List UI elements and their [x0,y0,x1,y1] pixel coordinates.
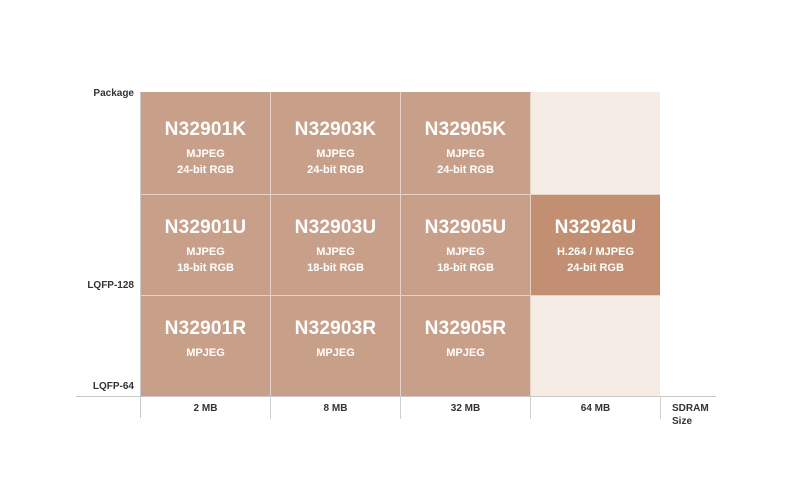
x-tick [270,397,271,419]
chip-features: MJPEG 18-bit RGB [141,244,270,276]
chip-cell-n32903k: N32903K MJPEG 24-bit RGB [271,92,401,195]
empty-cell [531,296,660,396]
chip-feature: MPJEG [186,347,225,359]
chip-name: N32903K [294,119,377,140]
chip-features: H.264 / MJPEG 24-bit RGB [531,244,660,276]
chip-name: N32903U [294,217,377,238]
chip-feature: 24-bit RGB [307,164,364,176]
x-axis-title-line1: SDRAM [672,403,709,414]
x-label-2mb: 2 MB [193,403,218,414]
chip-feature: MJPEG [446,246,485,258]
empty-cell [531,92,660,195]
chip-features: MJPEG 24-bit RGB [141,146,270,178]
chip-feature: MJPEG [316,148,355,160]
x-label-8mb: 8 MB [323,403,348,414]
x-axis-title: SDRAM Size [672,402,732,428]
x-tick [530,397,531,419]
chip-feature: 24-bit RGB [437,164,494,176]
chip-name: N32901U [164,217,247,238]
chip-feature: 18-bit RGB [307,262,364,274]
chip-feature: 18-bit RGB [437,262,494,274]
x-axis-title-line2: Size [672,416,693,427]
chip-cell-n32901k: N32901K MJPEG 24-bit RGB [141,92,271,195]
y-axis-line [140,92,141,418]
chip-cell-n32903u: N32903U MJPEG 18-bit RGB [271,195,401,296]
chip-cell-n32901u: N32901U MJPEG 18-bit RGB [141,195,271,296]
chip-feature: MJPEG [186,246,225,258]
chip-feature: 18-bit RGB [177,262,234,274]
chip-features: MJPEG 18-bit RGB [401,244,530,276]
chip-name: N32905K [424,119,507,140]
chip-features: MPJEG [401,345,530,361]
chip-feature: H.264 / MJPEG [556,246,635,258]
chip-cell-n32926u: N32926U H.264 / MJPEG 24-bit RGB [531,195,660,296]
x-label-32mb: 32 MB [450,403,481,414]
chip-name: N32905U [424,217,507,238]
chip-cell-n32901r: N32901R MPJEG [141,296,271,396]
x-tick [400,397,401,419]
chip-name: N32905R [424,318,507,339]
x-axis-line [76,396,716,397]
chip-feature: MJPEG [446,148,485,160]
chip-features: MPJEG [271,345,400,361]
chip-features: MPJEG [141,345,270,361]
chip-feature: MJPEG [186,148,225,160]
x-label-64mb: 64 MB [580,403,611,414]
y-label-lqfp-64: LQFP-64 [92,381,134,392]
chip-feature: MPJEG [316,347,355,359]
chip-feature: MJPEG [316,246,355,258]
chip-feature: MPJEG [446,347,485,359]
chip-name: N32901K [164,119,247,140]
chip-name: N32926U [554,217,637,238]
chip-name: N32903R [294,318,377,339]
x-tick [660,397,661,419]
chip-feature: 24-bit RGB [177,164,234,176]
chip-feature: 24-bit RGB [567,262,624,274]
chip-cell-n32905u: N32905U MJPEG 18-bit RGB [401,195,531,296]
chip-cell-n32903r: N32903R MPJEG [271,296,401,396]
chip-features: MJPEG 18-bit RGB [271,244,400,276]
chip-features: MJPEG 24-bit RGB [401,146,530,178]
chip-features: MJPEG 24-bit RGB [271,146,400,178]
y-label-lqfp-128: LQFP-128 [87,280,134,291]
y-axis-title: Package [93,88,134,99]
chip-name: N32901R [164,318,247,339]
chip-cell-n32905k: N32905K MJPEG 24-bit RGB [401,92,531,195]
chip-cell-n32905r: N32905R MPJEG [401,296,531,396]
